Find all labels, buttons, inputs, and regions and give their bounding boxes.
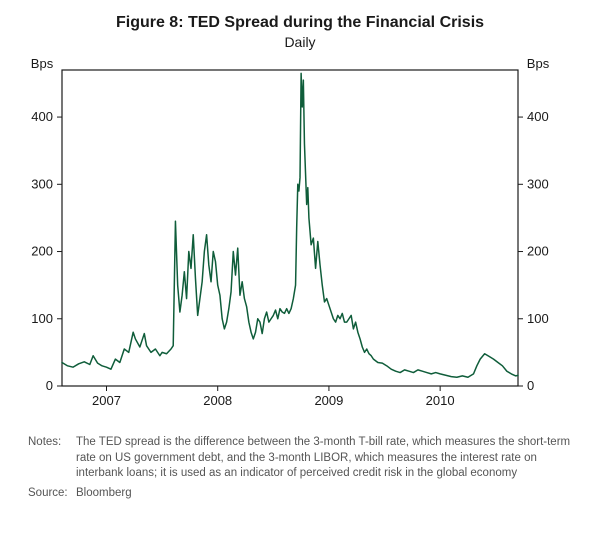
figure-footer: Notes: The TED spread is the difference …	[28, 435, 572, 501]
svg-text:200: 200	[31, 244, 53, 259]
figure-subtitle: Daily	[10, 34, 590, 50]
svg-text:400: 400	[31, 109, 53, 124]
chart-area: 0 0 100 100 200 200 300 300 400 400 2007 2008 2009 20…	[10, 56, 590, 421]
figure-container: Figure 8: TED Spread during the Financia…	[0, 0, 600, 535]
notes-text: The TED spread is the difference between…	[76, 435, 572, 482]
svg-text:400: 400	[527, 109, 549, 124]
svg-text:100: 100	[527, 311, 549, 326]
svg-text:2010: 2010	[426, 393, 455, 408]
svg-text:300: 300	[527, 176, 549, 191]
svg-text:2007: 2007	[92, 393, 121, 408]
svg-text:0: 0	[46, 378, 53, 393]
figure-title: Figure 8: TED Spread during the Financia…	[10, 14, 590, 32]
notes-label: Notes:	[28, 435, 76, 482]
svg-text:200: 200	[527, 244, 549, 259]
svg-text:0: 0	[527, 378, 534, 393]
svg-text:2008: 2008	[203, 393, 232, 408]
source-text: Bloomberg	[76, 486, 572, 502]
notes-row: Notes: The TED spread is the difference …	[28, 435, 572, 482]
svg-text:300: 300	[31, 176, 53, 191]
source-row: Source: Bloomberg	[28, 486, 572, 502]
source-label: Source:	[28, 486, 76, 502]
svg-text:Bps: Bps	[31, 56, 54, 71]
line-chart: 0 0 100 100 200 200 300 300 400 400 2007 2008 2009 20…	[10, 56, 570, 416]
svg-text:Bps: Bps	[527, 56, 550, 71]
svg-text:100: 100	[31, 311, 53, 326]
svg-text:2009: 2009	[314, 393, 343, 408]
